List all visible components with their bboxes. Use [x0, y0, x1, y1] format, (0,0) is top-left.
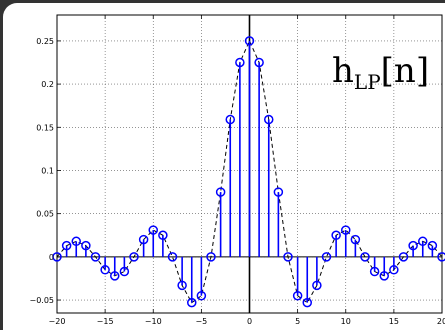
formula-annotation: hLP[n]: [332, 51, 429, 94]
stem-marker: [158, 230, 168, 241]
stem-marker: [283, 252, 293, 262]
y-tick-labels: −0.05 0 0.05 0.1 0.15 0.2 0.25: [29, 37, 54, 305]
stem-marker: [52, 252, 62, 262]
stem-marker: [369, 266, 380, 277]
stem-marker: [379, 271, 389, 281]
formula-base: h: [332, 51, 354, 91]
stem-marker: [215, 187, 226, 197]
stem-marker: [341, 225, 351, 235]
stem-marker: [167, 252, 178, 262]
formula-subscript: LP: [354, 70, 381, 94]
x-tick-label: 15: [389, 317, 399, 326]
stem-marker: [61, 240, 72, 251]
stem-marker: [389, 265, 399, 275]
stem-marker: [138, 234, 149, 245]
stem-marker: [292, 290, 303, 301]
y-tick-label: 0.05: [36, 210, 54, 219]
stem-marker: [398, 252, 409, 262]
stem-marker: [100, 265, 110, 275]
stem-marker: [312, 280, 322, 291]
stem-marker: [331, 230, 341, 241]
x-tick-label: 5: [295, 317, 300, 326]
stem-marker: [119, 266, 130, 277]
stem-marker: [408, 240, 418, 251]
stem-marker: [129, 252, 139, 262]
x-tick-label: −10: [145, 317, 162, 326]
stem-marker: [196, 290, 207, 301]
stem-marker: [148, 225, 158, 235]
stems: [65, 40, 434, 303]
x-tick-label: 0: [247, 317, 252, 326]
x-tick-labels: −20 −15 −10 −5 0 5 10 15 20: [49, 317, 445, 326]
stem-marker: [302, 297, 312, 308]
y-tick-label: 0.15: [36, 123, 54, 132]
formula-argument: [n]: [381, 51, 429, 91]
y-tick-label: 0.1: [41, 166, 54, 175]
x-tick-label: −5: [195, 317, 207, 326]
stem-marker: [264, 114, 274, 125]
x-tick-label: 20: [437, 317, 445, 326]
stem-marker: [360, 252, 370, 262]
stem-marker: [110, 271, 120, 281]
stem-marker: [321, 252, 332, 262]
stem-marker: [273, 187, 284, 197]
stem-marker: [177, 280, 187, 291]
y-tick-label: 0.2: [41, 80, 54, 89]
stem-marker: [71, 236, 81, 247]
stem-marker: [206, 252, 216, 262]
tick-marks: [56, 15, 443, 313]
y-tick-label: 0.25: [36, 37, 54, 46]
markers: [52, 36, 445, 308]
y-tick-label: −0.05: [29, 296, 54, 305]
x-tick-label: 10: [341, 317, 351, 326]
stem-marker: [225, 114, 235, 125]
stem-marker: [244, 36, 255, 46]
stem-marker: [350, 234, 361, 245]
stem-marker: [81, 240, 91, 251]
stem-marker: [235, 57, 245, 68]
stem-marker: [90, 252, 101, 262]
stem-marker: [187, 297, 197, 308]
stem-marker: [427, 240, 438, 251]
stem-marker: [437, 252, 445, 262]
x-tick-label: −15: [97, 317, 114, 326]
x-tick-label: −20: [49, 317, 66, 326]
y-tick-label: 0: [49, 253, 54, 262]
stem-marker: [418, 236, 428, 247]
stem-marker: [254, 57, 264, 68]
